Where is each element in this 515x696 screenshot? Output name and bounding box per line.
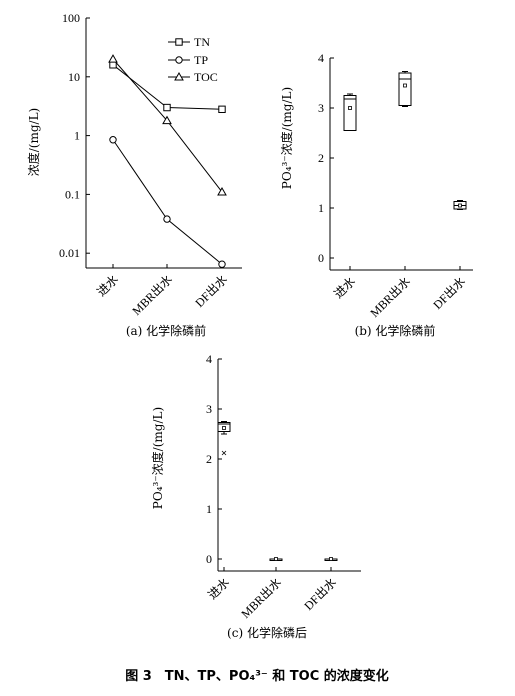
data-point-toc (217, 186, 227, 196)
panel-caption: (a) 化学除磷前 (126, 323, 206, 338)
y-tick-label: 0.01 (59, 246, 80, 260)
x-tick-label: DF出水 (301, 575, 339, 613)
y-tick-label: 1 (74, 129, 80, 143)
legend-label-tp: TP (194, 53, 208, 67)
box-iqr (398, 72, 412, 106)
box-mean (348, 106, 352, 110)
y-axis-label: 浓度/(mg/L) (26, 108, 41, 176)
legend-label-toc: TOC (194, 70, 218, 84)
x-tick-label: MBR出水 (238, 575, 284, 621)
y-tick-label: 0.1 (65, 187, 80, 201)
legend-marker-tn (175, 38, 183, 46)
x-tick-label: MBR出水 (367, 274, 413, 320)
data-point-toc (162, 115, 172, 125)
legend-label-tn: TN (194, 35, 210, 49)
legend-marker-tp (175, 56, 183, 64)
data-point-toc (108, 54, 118, 63)
figure-title: 图 3 TN、TP、PO₄³⁻ 和 TOC 的浓度变化 (125, 668, 389, 684)
box-iqr (343, 95, 357, 131)
x-tick-label: 进水 (205, 575, 232, 602)
y-tick-label: 2 (318, 151, 324, 165)
y-tick-label: 0 (318, 251, 324, 265)
data-point-tp (109, 136, 117, 144)
y-tick-label: 100 (62, 11, 80, 25)
x-tick-label: DF出水 (192, 272, 230, 310)
y-tick-label: 4 (206, 352, 212, 366)
data-point-tp (163, 215, 171, 223)
y-tick-label: 3 (318, 101, 324, 115)
x-tick-label: 进水 (331, 274, 358, 301)
box-mean (329, 557, 333, 561)
y-axis-label: PO₄³⁻浓度/(mg/L) (150, 407, 165, 509)
data-point-tn (218, 105, 226, 114)
data-point-tn (163, 103, 171, 112)
panel-a: 100 10 1 0.1 0.01 进水 MBR出水 DF出水 浓度/(mg/L) TN TP TOC… (26, 11, 242, 338)
y-tick-label: 0 (206, 552, 212, 566)
panel-caption: (b) 化学除磷前 (355, 323, 436, 338)
box-mean (222, 426, 226, 430)
y-tick-label: 2 (206, 452, 212, 466)
x-tick-label: DF出水 (430, 274, 468, 312)
x-tick-label: 进水 (94, 272, 121, 299)
box-mean (274, 557, 278, 561)
panel-caption: (c) 化学除磷后 (227, 625, 307, 640)
panel-b: 0 1 2 3 4 进水 MBR出水 DF出水 PO₄³⁻浓度/(mg/L) (b) 化学除磷前 (279, 51, 473, 338)
y-tick-label: 3 (206, 402, 212, 416)
y-tick-label: 1 (206, 502, 212, 516)
box-mean (458, 203, 462, 208)
y-tick-label: 1 (318, 201, 324, 215)
y-tick-label: 10 (68, 70, 80, 84)
x-tick-label: MBR出水 (129, 272, 175, 318)
legend-marker-toc (174, 71, 184, 81)
y-tick-label: 4 (318, 51, 324, 65)
panel-c: 0 1 2 3 4 进水 MBR出水 DF出水 PO₄³⁻浓度/(mg/L) (c) 化学除磷后 (150, 352, 361, 640)
box-mean (403, 83, 407, 88)
y-axis-label: PO₄³⁻浓度/(mg/L) (279, 87, 294, 189)
series-line-tp (112, 139, 223, 265)
box-outlier (221, 450, 227, 456)
data-point-tp (218, 260, 226, 268)
